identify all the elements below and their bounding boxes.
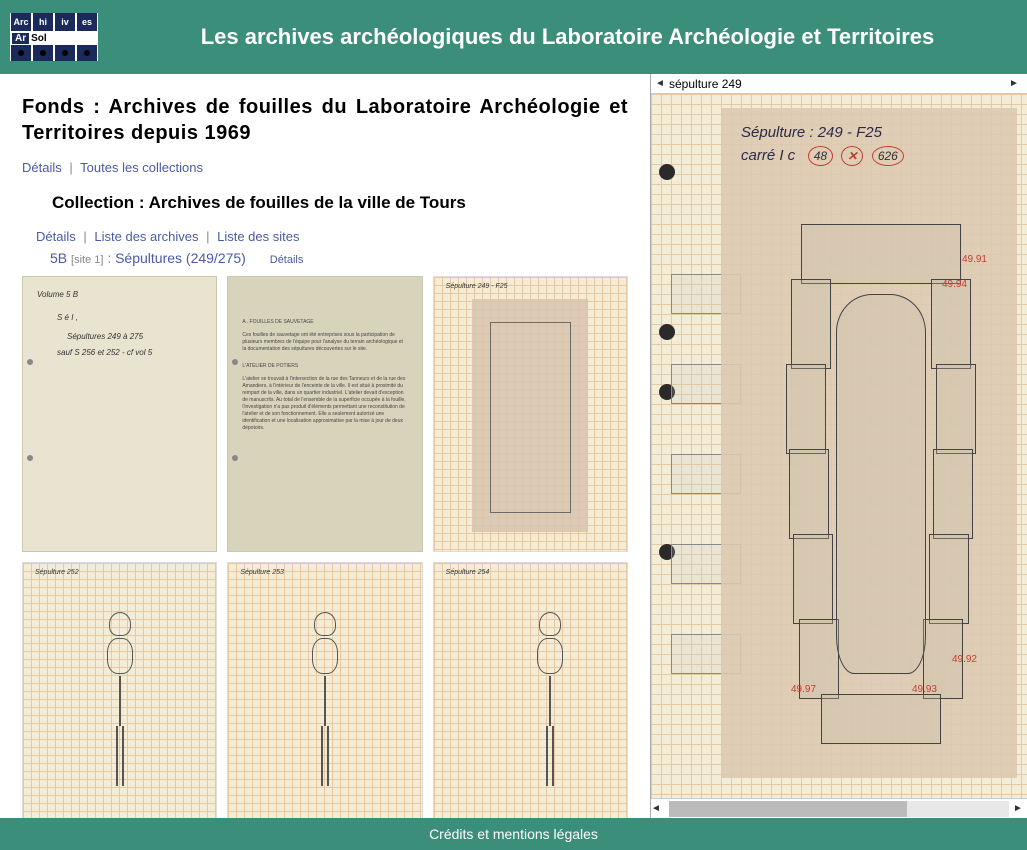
circled-number: 626 <box>872 146 904 166</box>
collection-title: Collection : Archives de fouilles de la … <box>52 193 628 213</box>
measurement-annotation: 49.97 <box>791 684 816 695</box>
doc-para: L'atelier se trouvait à l'intersection d… <box>242 376 407 432</box>
viewer-header: ◄ sépulture 249 ► <box>651 74 1027 94</box>
doc-text: A . FOUILLES DE SAUVETAGE Ces fouilles d… <box>242 319 407 432</box>
measurement-annotation: 49.93 <box>912 684 937 695</box>
measurement-annotation: 49.91 <box>962 254 987 265</box>
separator: | <box>69 160 72 175</box>
thumbnail[interactable]: Sépulture 254 <box>433 562 628 818</box>
fonds-links: Détails | Toutes les collections <box>22 160 628 175</box>
collection-links: Détails | Liste des archives | Liste des… <box>36 229 628 244</box>
scrollbar-thumb[interactable] <box>669 801 907 817</box>
credits-link[interactable]: Crédits et mentions légales <box>0 818 1027 850</box>
site-code-link[interactable]: 5B <box>50 250 67 266</box>
viewer-canvas[interactable]: Sépulture : 249 - F25 carré I c 48 ✕ 626 <box>651 94 1027 798</box>
document-page: Volume 5 B S é I , Sépultures 249 à 275 … <box>22 276 217 552</box>
hand-line: Sépulture : 249 - F25 <box>741 122 904 145</box>
doc-text: Sépultures 249 à 275 <box>67 331 202 342</box>
logo-dot <box>55 45 75 61</box>
list-archives-link[interactable]: Liste des archives <box>94 229 198 244</box>
breadcrumb-details-link[interactable]: Détails <box>270 254 304 266</box>
sequence-link[interactable]: Sépultures (249/275) <box>115 250 246 266</box>
site-header: Arc hi iv es Ar Sol Les archives archéol… <box>0 0 1027 74</box>
thumbnail[interactable]: Sépulture 249 - F25 <box>433 276 628 552</box>
viewer-footer: ◄ ► <box>651 798 1027 818</box>
logo-ar: Ar <box>12 33 29 44</box>
thumbnail-grid: Volume 5 B S é I , Sépultures 249 à 275 … <box>22 276 628 818</box>
coffin-drawing <box>781 224 981 764</box>
doc-handwriting: Sépulture 254 <box>446 569 490 576</box>
scroll-left-button[interactable]: ◄ <box>651 803 665 814</box>
fonds-details-link[interactable]: Détails <box>22 160 62 175</box>
logo-dot <box>33 45 53 61</box>
doc-section: L'ATELIER DE POTIERS <box>242 363 407 370</box>
logo-dot <box>11 45 31 61</box>
scroll-right-button[interactable]: ► <box>1013 803 1027 814</box>
logo-cell: hi <box>33 13 53 31</box>
site-label: [site 1] <box>71 254 103 266</box>
doc-text: S é I , <box>57 312 202 323</box>
measurement-annotation: 49.92 <box>952 654 977 665</box>
hand-line: carré I c 48 ✕ 626 <box>741 145 904 168</box>
doc-text: Volume 5 B <box>37 289 202 300</box>
graph-paper: Sépulture 252 <box>22 562 217 818</box>
document-page: A . FOUILLES DE SAUVETAGE Ces fouilles d… <box>227 276 422 552</box>
skeleton-sketch <box>91 612 149 804</box>
sketch-overlay <box>472 299 588 532</box>
breadcrumb: 5B [site 1] : Sépultures (249/275) Détai… <box>50 250 628 266</box>
site-title: Les archives archéologiques du Laboratoi… <box>118 24 1017 50</box>
left-panel: Fonds : Archives de fouilles du Laborato… <box>0 74 650 818</box>
thumbnail[interactable]: Sépulture 253 <box>227 562 422 818</box>
logo-cell: iv <box>55 13 75 31</box>
doc-para: Ces fouilles de sauvetage ont été entrep… <box>242 332 407 353</box>
doc-section: A . FOUILLES DE SAUVETAGE <box>242 319 407 326</box>
separator: | <box>206 229 209 244</box>
graph-paper: Sépulture 249 - F25 <box>433 276 628 552</box>
doc-handwriting: Sépulture 253 <box>240 569 284 576</box>
circled-number: 48 <box>808 146 833 166</box>
separator: | <box>83 229 86 244</box>
skeleton-sketch <box>521 612 579 804</box>
skeleton-sketch <box>296 612 354 804</box>
doc-text: sauf S 256 et 252 - cf vol 5 <box>57 347 202 358</box>
next-image-button[interactable]: ► <box>1009 78 1023 89</box>
thumbnail[interactable]: A . FOUILLES DE SAUVETAGE Ces fouilles d… <box>227 276 422 552</box>
hand-text: carré I c <box>741 147 795 164</box>
thumbnail[interactable]: Volume 5 B S é I , Sépultures 249 à 275 … <box>22 276 217 552</box>
thumbnail[interactable]: Sépulture 252 <box>22 562 217 818</box>
all-collections-link[interactable]: Toutes les collections <box>80 160 203 175</box>
graph-paper: Sépulture 254 <box>433 562 628 818</box>
site-logo[interactable]: Arc hi iv es Ar Sol <box>10 13 98 61</box>
logo-dot <box>77 45 97 61</box>
list-sites-link[interactable]: Liste des sites <box>217 229 299 244</box>
coffin-outline <box>490 322 571 513</box>
logo-cell: es <box>77 13 97 31</box>
main-content: Fonds : Archives de fouilles du Laborato… <box>0 74 1027 818</box>
viewer-title: sépulture 249 <box>669 77 1009 91</box>
breadcrumb-colon: : <box>107 250 115 266</box>
doc-handwriting: Sépulture 252 <box>35 569 79 576</box>
prev-image-button[interactable]: ◄ <box>655 78 669 89</box>
image-viewer: ◄ sépulture 249 ► Sépulture : 249 - F25 <box>650 74 1027 818</box>
viewer-handwriting: Sépulture : 249 - F25 carré I c 48 ✕ 626 <box>741 122 904 167</box>
collection-details-link[interactable]: Détails <box>36 229 76 244</box>
measurement-annotation: 49.94 <box>942 279 967 290</box>
fonds-title: Fonds : Archives de fouilles du Laborato… <box>22 94 628 146</box>
logo-sol: Sol <box>31 33 47 44</box>
doc-handwriting: Sépulture 249 - F25 <box>446 283 508 290</box>
logo-cell: Arc <box>11 13 31 31</box>
graph-paper: Sépulture 253 <box>227 562 422 818</box>
crossed-number: ✕ <box>841 146 863 166</box>
horizontal-scrollbar[interactable] <box>669 801 1009 817</box>
